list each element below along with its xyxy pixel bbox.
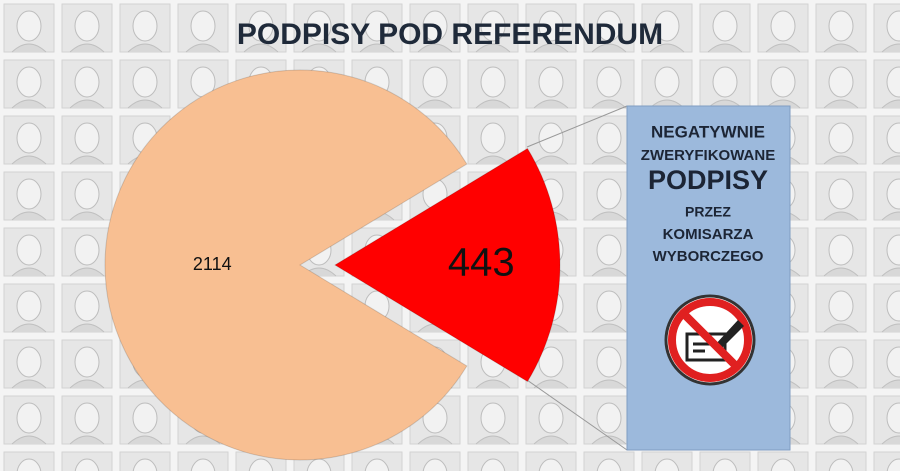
data-label: 2114 <box>193 254 232 274</box>
data-label: 443 <box>448 241 515 285</box>
pie: 2114 443 <box>104 69 561 461</box>
pie-slice <box>334 147 561 383</box>
callout-panel <box>626 105 791 451</box>
annotation-text: ZWERYFIKOWANE <box>641 147 775 164</box>
pie-slice <box>104 69 468 461</box>
callout-line <box>526 105 628 148</box>
annotation-text: PODPISY <box>648 165 768 195</box>
callout-line <box>526 379 628 451</box>
chart-title: PODPISY POD REFERENDUM <box>237 18 663 51</box>
annotation-text: KOMISARZA <box>663 226 754 243</box>
callout <box>526 105 628 451</box>
annotation-text: WYBORCZEGO <box>653 248 764 265</box>
annotation-text: NEGATYWNIE <box>651 122 765 141</box>
no-signature-icon <box>664 294 756 386</box>
annotation-text: PRZEZ <box>685 204 731 220</box>
